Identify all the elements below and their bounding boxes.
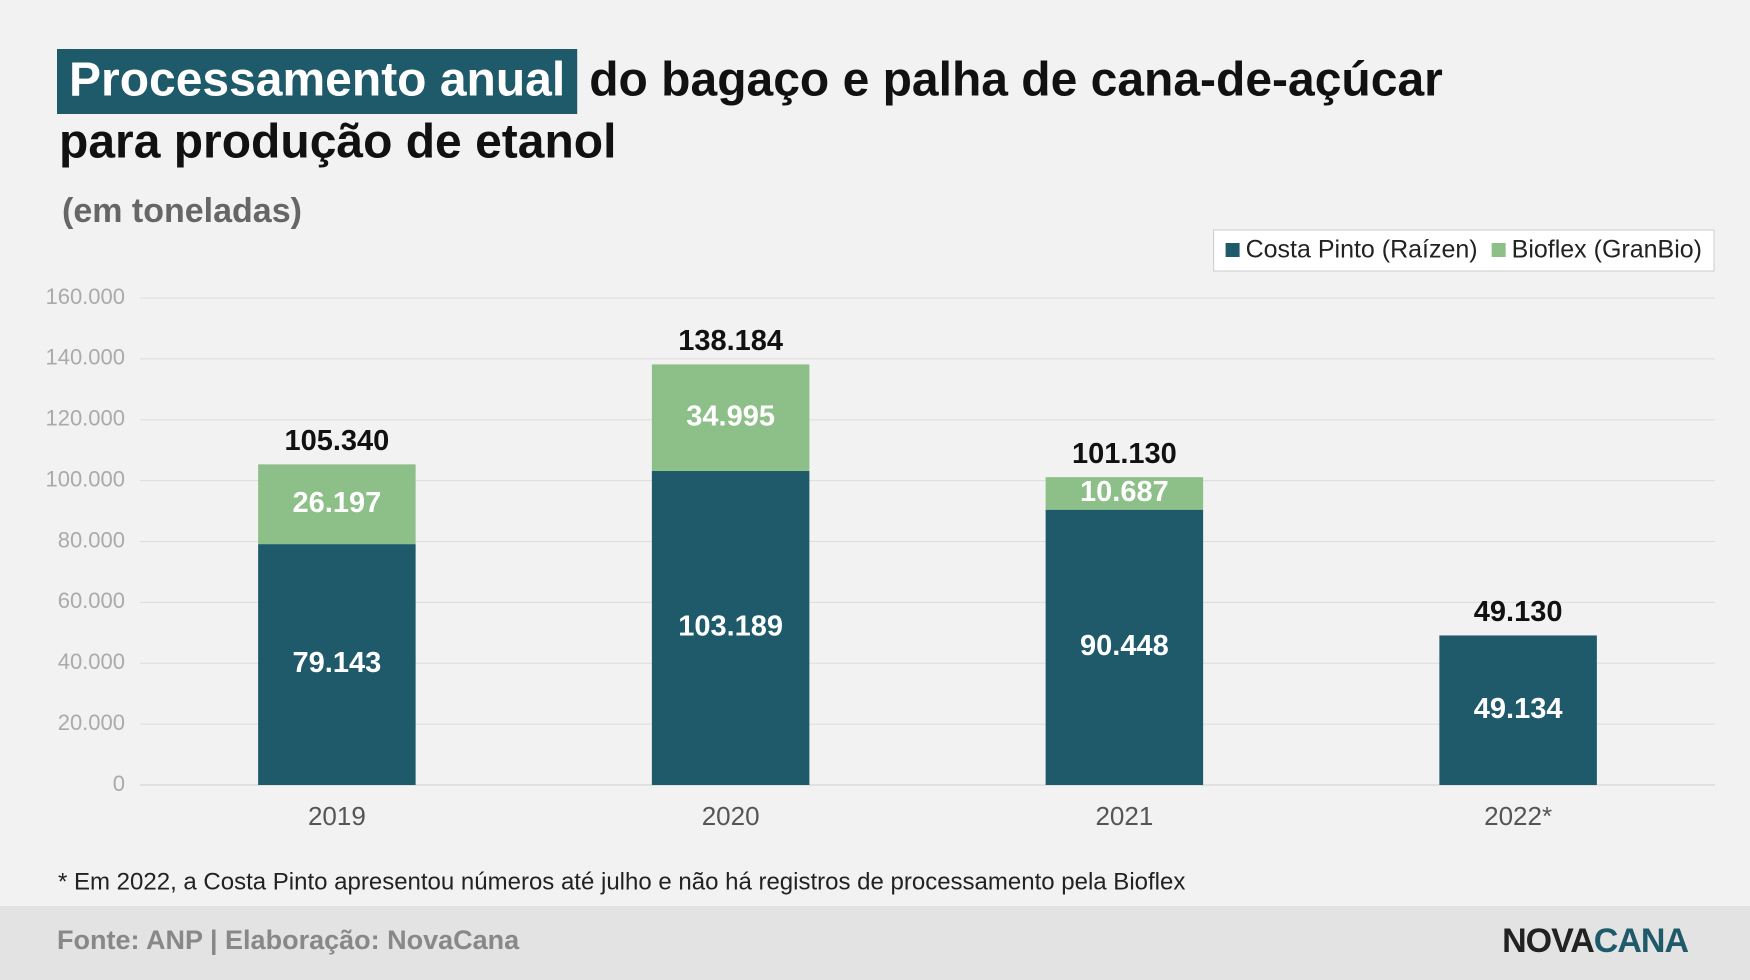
title-highlight-box: [57, 49, 578, 114]
logo-part: NOVA: [1502, 922, 1594, 960]
title: do bagaço e palha de cana-de-açúcar: [589, 54, 1443, 107]
x-tick-label: 2020: [702, 801, 760, 831]
title-highlight: Processamento anual: [69, 54, 565, 107]
total-label: 101.130: [1072, 438, 1177, 470]
legend-box: [1213, 229, 1715, 272]
value-label: 49.134: [1474, 693, 1563, 725]
bar-segment: [258, 464, 416, 545]
total-label: 138.184: [678, 325, 783, 357]
logo: NOVACANA: [1502, 922, 1688, 960]
source: Fonte: ANP | Elaboração: NovaCana: [57, 925, 520, 955]
footer-band: [0, 906, 1750, 980]
legend-swatch: [1225, 243, 1240, 257]
total-label: 105.340: [284, 425, 389, 457]
y-tick-label: 0: [113, 771, 125, 796]
y-tick-label: 20.000: [58, 710, 125, 735]
value-label: 90.448: [1080, 630, 1169, 662]
bar-segment: [258, 544, 416, 785]
x-tick-label: 2019: [308, 801, 366, 831]
value-label: 103.189: [678, 611, 783, 643]
value-label: 79.143: [293, 647, 382, 679]
y-tick-label: 100.000: [45, 466, 125, 491]
subtitle: (em toneladas): [62, 192, 302, 230]
x-tick-label: 2022*: [1484, 801, 1552, 831]
legend-label: Bioflex (GranBio): [1512, 236, 1702, 264]
bar-segment: [1045, 477, 1204, 510]
bar-segment: [1439, 635, 1597, 785]
y-tick-label: 40.000: [58, 649, 125, 674]
y-tick-label: 120.000: [45, 406, 125, 431]
value-label: 34.995: [686, 400, 775, 432]
bar-segment: [651, 364, 810, 471]
legend-swatch: [1491, 243, 1506, 257]
total-label: 49.130: [1474, 596, 1563, 628]
value-label: 10.687: [1080, 476, 1169, 508]
bar-segment: [651, 470, 810, 785]
y-tick-label: 140.000: [45, 345, 125, 370]
x-tick-label: 2021: [1095, 801, 1153, 831]
logo-part: CANA: [1594, 922, 1689, 960]
bar-segment: [1045, 509, 1204, 785]
y-tick-label: 60.000: [58, 588, 125, 613]
value-label: 26.197: [293, 487, 382, 519]
note: * Em 2022, a Costa Pinto apresentou núme…: [58, 868, 1185, 895]
y-tick-label: 80.000: [58, 527, 125, 552]
title: para produção de etanol: [59, 116, 616, 169]
legend-label: Costa Pinto (Raízen): [1246, 236, 1478, 264]
y-tick-label: 160.000: [45, 284, 125, 309]
